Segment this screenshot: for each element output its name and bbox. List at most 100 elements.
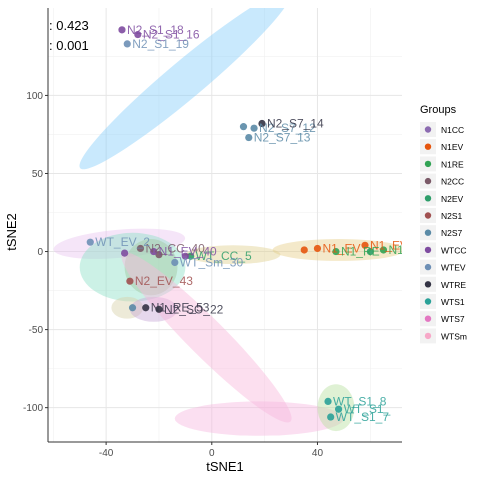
legend-label: N2CC [441,177,464,187]
legend-key-wts1 [424,298,432,305]
legend-label: N2EV [441,194,464,204]
legend-key-n1cc [424,126,432,133]
ellipse-wtre [129,296,178,322]
point-wtcc [150,247,158,256]
point-label: N2_S7_12 [259,121,316,135]
point-n2s7 [239,123,248,131]
point-label: N1_RE [389,243,428,257]
point-n2ev [366,247,374,256]
ellipse-wtsm [174,401,344,436]
y-tick-label: -50 [29,325,44,336]
point-n2ev [187,252,195,260]
legend-key-n2s7 [424,229,432,236]
point-n2s7 [250,124,258,132]
point-label: N2_S1_16 [143,28,200,42]
point-wtev [86,238,94,246]
ellipse-n2s7 [79,8,292,170]
point-wtcc [118,26,126,34]
legend-label: N1RE [441,159,464,169]
point-label: N1_EV [370,238,408,252]
legend-label: WTRE [441,280,466,290]
point-label: N1_EV [322,241,360,255]
y-axis-title: tSNE2 [4,213,19,251]
plot-area [47,8,402,443]
legend-label: WTSm [441,331,467,341]
legend-key-n2ev [424,195,432,202]
legend-key-wtre [424,281,432,288]
legend-key-wtev [424,263,432,271]
point-wts1 [324,397,332,406]
point-n1ev [313,244,322,253]
legend-label: WTCC [441,245,467,255]
point-label: N1_EV_40 [159,245,217,259]
point-label: N1_RE [341,245,380,259]
point-label: N2_S1_19 [132,37,189,51]
point-label: WT_EV_2 [95,235,150,249]
point-wtre [142,304,150,312]
legend-key-n2cc [424,177,432,185]
legend-key-wts7 [424,315,432,322]
annotation-2: : 0.001 [49,38,89,53]
x-tick-label: -40 [99,448,114,459]
legend-key-wtcc [424,246,432,254]
legend-key-wtsm [424,332,432,340]
point-n1re [332,247,340,256]
legend-label: WTS7 [441,314,465,324]
legend-label: WTS1 [441,297,465,307]
point-label: WT_S1_8 [333,394,387,408]
point-label: N2_SO_22 [164,302,224,316]
point-label: N1_RE_53 [151,301,210,315]
point-n2s7 [245,133,253,142]
point-label: N2_CC_40 [145,241,205,255]
point-n1re [379,246,388,254]
legend-label: WTEV [441,263,466,273]
point-n2s1 [126,277,134,285]
annotation-1: : 0.423 [49,18,89,33]
y-axis-ticks: -100 -50 0 50 100 [23,91,48,414]
y-tick-label: 100 [26,91,43,102]
legend-label: N1EV [441,142,464,152]
legend-label: N1CC [441,125,464,135]
x-axis-title: tSNE1 [206,459,244,474]
point-n2s7 [128,304,137,312]
ellipse-wts7 [121,252,292,423]
legend: Groups N1CC N1EV N1RE N2CC N2EV N2S1 N2S7 WTCC W… [420,104,467,344]
point-label: WT_S1_ [344,402,391,416]
legend-title: Groups [420,104,457,116]
point-wtev [171,258,179,267]
legend-label: N2S1 [441,211,463,221]
point-label: WT_Sm_30 [180,255,244,269]
x-axis-ticks: -40 0 40 [99,442,324,459]
point-label: WT_CC_5 [196,249,252,263]
point-wtre [258,119,266,128]
plot-background [48,8,402,442]
ellipse-wtcc [124,239,178,296]
legend-key-n2s1 [424,212,432,219]
point-wtcc [134,30,142,39]
legend-key-n1re [424,160,432,168]
point-wtcc [121,249,129,257]
point-wts1 [327,413,335,421]
point-n1ev [300,246,308,254]
point-label: N2_S1_18 [127,23,184,37]
x-tick-label: 0 [209,448,215,459]
point-wtev [123,40,131,48]
y-tick-label: -100 [23,403,43,414]
ellipse-n2cc [111,296,144,319]
point-label: N2_S7_14 [267,117,324,131]
ellipse-n2s1 [79,232,186,302]
point-n2cc [155,251,163,259]
point-n2cc [136,244,145,253]
ellipse-n2ev [185,245,281,265]
point-label: N2_S7_13 [254,131,311,145]
point-wtcc [181,252,189,260]
x-tick-label: 40 [312,448,324,459]
point-wts1 [334,405,343,413]
point-wtre [155,305,163,313]
point-label: N2_EV_43 [135,274,193,288]
y-tick-label: 0 [37,247,43,258]
y-tick-label: 50 [32,169,44,180]
